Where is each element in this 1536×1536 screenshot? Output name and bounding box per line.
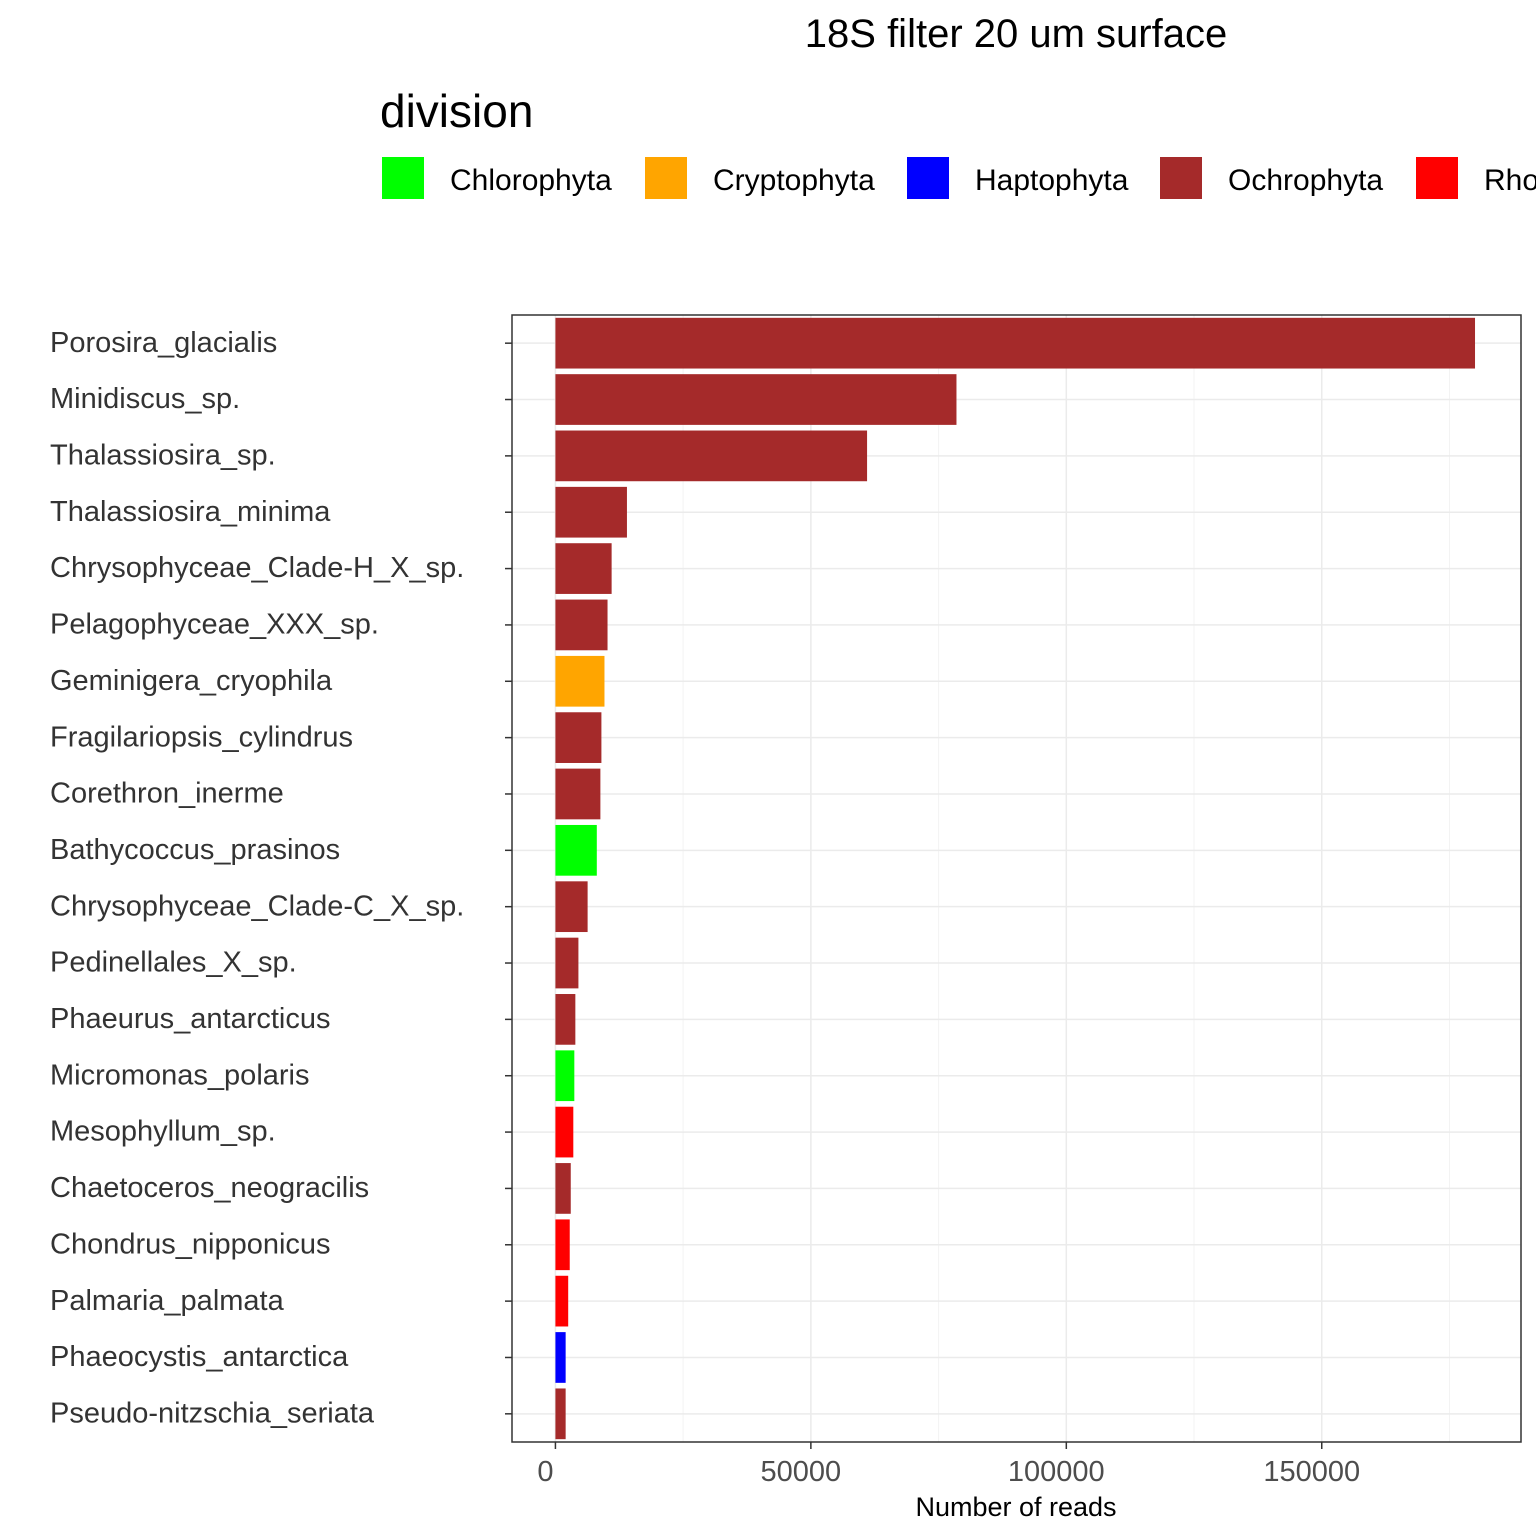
y-tick-label: Chaetoceros_neogracilis [50,1172,369,1204]
y-tick-label: Fragilariopsis_cylindrus [50,721,353,753]
bar-Chaetoceros_neogracilis [555,1163,571,1214]
y-tick-label: Mesophyllum_sp. [50,1116,276,1148]
legend-label: Cryptophyta [713,164,875,197]
y-tick-label: Micromonas_polaris [50,1059,310,1091]
chart-title: 18S filter 20 um surface [805,12,1227,56]
legend-label: Chlorophyta [450,164,612,197]
bar-Pseudo-nitzschia_seriata [555,1388,566,1440]
bar-Porosira_glacialis [555,317,1476,369]
y-tick-label: Phaeurus_antarcticus [50,1003,331,1035]
bar-Pedinellales_X_sp. [555,937,579,989]
y-tick-label: Chrysophyceae_Clade-H_X_sp. [50,552,464,584]
bar-Minidiscus_sp. [555,374,957,425]
x-tick-label: 150000 [1263,1456,1360,1488]
legend-key [382,157,424,199]
bar-Chondrus_nipponicus [555,1219,570,1271]
bar-Micromonas_polaris [555,1050,575,1102]
bars [555,317,1476,1440]
legend-key [1160,157,1202,199]
x-axis-labels: 0 50000 100000 150000 [537,1442,1360,1488]
bar-Corethron_inerme [555,768,601,820]
y-tick-label: Minidiscus_sp. [50,383,240,415]
legend-label: Ochrophyta [1228,164,1383,197]
y-tick-label: Corethron_inerme [50,778,284,810]
legend-title: division [380,85,533,137]
bar-Phaeocystis_antarctica [555,1332,566,1383]
y-tick-label: Pseudo-nitzschia_seriata [50,1397,375,1429]
legend: Chlorophyta Cryptophyta Haptophyta Ochrophy… [382,157,1536,199]
bar-Fragilariopsis_cylindrus [555,712,602,763]
y-tick-label: Thalassiosira_sp. [50,440,276,472]
legend-key [907,157,949,199]
legend-key [645,157,687,199]
y-axis-labels: Porosira_glacialis Minidiscus_sp. Thalassi… [50,327,512,1429]
y-tick-label: Thalassiosira_minima [50,496,331,528]
y-tick-label: Bathycoccus_prasinos [50,834,340,866]
y-tick-label: Pelagophyceae_XXX_sp. [50,609,379,641]
legend-label: Haptophyta [975,164,1129,197]
y-tick-label: Chondrus_nipponicus [50,1228,331,1260]
bar-Bathycoccus_prasinos [555,824,597,876]
grid-lines [512,315,1521,1442]
x-tick-label: 50000 [761,1456,842,1488]
x-tick-label: 0 [537,1456,553,1488]
bar-Chrysophyceae_Clade-H_X_sp. [555,543,612,594]
y-tick-label: Palmaria_palmata [50,1285,285,1317]
x-axis-title: Number of reads [915,1492,1116,1522]
bar-Pelagophyceae_XXX_sp. [555,599,608,651]
bar-Phaeurus_antarcticus [555,994,576,1045]
y-tick-label: Porosira_glacialis [50,327,277,359]
legend-key [1416,157,1458,199]
y-tick-label: Geminigera_cryophila [50,665,333,697]
bar-Thalassiosira_minima [555,486,627,538]
y-tick-label: Phaeocystis_antarctica [50,1341,349,1373]
bar-Palmaria_palmata [555,1275,569,1327]
y-tick-label: Chrysophyceae_Clade-C_X_sp. [50,890,464,922]
y-tick-label: Pedinellales_X_sp. [50,947,297,979]
x-tick-label: 100000 [1008,1456,1105,1488]
bar-Chrysophyceae_Clade-C_X_sp. [555,881,588,933]
bar-Thalassiosira_sp. [555,430,868,482]
legend-label: Rho [1484,164,1536,197]
plot-panel [512,315,1521,1442]
bar-Mesophyllum_sp. [555,1106,574,1158]
plot-border [511,314,1522,1443]
bar-Geminigera_cryophila [555,655,605,707]
